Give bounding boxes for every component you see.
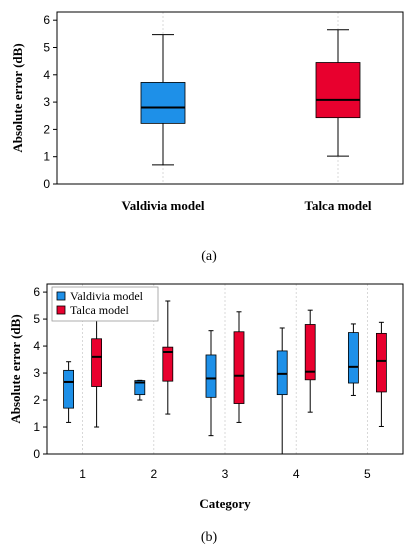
panel-b-frame xyxy=(46,283,404,455)
panel-b-label: (b) xyxy=(201,530,218,545)
panel-b-category-labels: 1 2 3 4 5 xyxy=(79,467,371,481)
panel-a-boxes xyxy=(140,29,361,166)
panel-b-cat3-valdivia-box xyxy=(205,354,217,398)
panel-a-label: (a) xyxy=(201,249,217,264)
panel-b-cat2-valdivia-box xyxy=(134,380,146,396)
panel-b-boxes xyxy=(63,300,387,455)
panel-b-y-ticks: 0 1 2 3 4 5 6 xyxy=(33,285,47,461)
panel-b-category-label: 1 xyxy=(79,467,86,481)
panel-a-y-tick-label: 6 xyxy=(43,13,50,27)
panel-b-y-tick-label: 4 xyxy=(33,339,40,353)
legend-label-valdivia: Valdivia model xyxy=(70,289,144,303)
panel-a-frame xyxy=(56,11,404,185)
panel-b-cat4-talca-box xyxy=(304,324,316,381)
panel-b-category-label: 4 xyxy=(293,467,300,481)
legend-swatch-talca xyxy=(56,305,66,315)
panel-a-category-labels: Valdivia model Talca model xyxy=(122,198,372,213)
panel-a-category-label: Talca model xyxy=(304,198,371,213)
panel-b-cat5-valdivia-box xyxy=(347,332,359,384)
legend-label-talca: Talca model xyxy=(70,303,129,317)
panel-a: 0 1 2 3 4 5 6 Valdivia model Talca model Absolu… xyxy=(10,11,404,264)
panel-b-y-axis-title: Absolute error (dB) xyxy=(8,314,23,423)
legend-box xyxy=(51,286,159,322)
legend-swatch-valdivia xyxy=(56,291,66,301)
panel-b-cat2-talca-box xyxy=(162,346,174,382)
panel-b-y-tick-label: 3 xyxy=(33,366,40,380)
panel-a-y-tick-label: 0 xyxy=(43,177,50,191)
panel-a-y-tick-label: 1 xyxy=(43,150,50,164)
panel-a-grid xyxy=(162,12,339,184)
panel-b-cat1-talca-box xyxy=(91,338,102,387)
panel-b-category-label: 2 xyxy=(150,467,157,481)
panel-a-talca-box xyxy=(315,62,361,119)
panel-b-cat4-valdivia-box xyxy=(276,350,288,396)
panel-a-y-tick-label: 5 xyxy=(43,40,50,54)
panel-a-y-tick-label: 4 xyxy=(43,68,50,82)
panel-a-category-label: Valdivia model xyxy=(122,198,205,213)
panel-b-cat3-talca-box xyxy=(233,331,245,404)
panel-b: 0 1 2 3 4 5 6 1 2 3 4 5 Absolute error (dB) Catego… xyxy=(8,283,404,545)
panel-b-category-label: 5 xyxy=(364,467,371,481)
panel-b-category-label: 3 xyxy=(222,467,229,481)
panel-b-y-tick-label: 0 xyxy=(33,447,40,461)
panel-b-grid xyxy=(82,284,368,454)
panel-b-x-axis-title: Category xyxy=(199,496,251,511)
panel-b-y-tick-label: 2 xyxy=(33,393,40,407)
panel-a-y-tick-label: 3 xyxy=(43,95,50,109)
panel-b-y-tick-label: 5 xyxy=(33,312,40,326)
legend: Valdivia model Talca model xyxy=(51,286,159,322)
panel-b-y-tick-label: 6 xyxy=(33,285,40,299)
panel-b-y-tick-label: 1 xyxy=(33,420,40,434)
panel-a-y-ticks: 0 1 2 3 4 5 6 xyxy=(43,13,57,191)
panel-b-cat5-talca-box xyxy=(375,332,387,393)
panel-a-y-tick-label: 2 xyxy=(43,122,50,136)
panel-a-valdivia-box xyxy=(140,82,186,124)
panel-b-cat1-valdivia-box xyxy=(63,369,74,409)
panel-a-y-axis-title: Absolute error (dB) xyxy=(10,43,25,152)
